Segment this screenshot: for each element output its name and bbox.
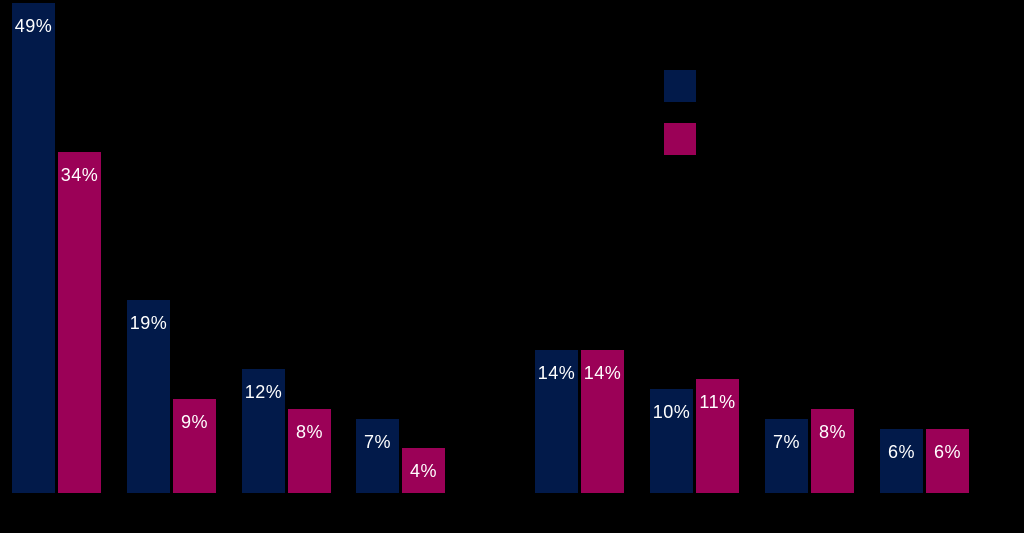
bar-value-label: 8% [818,422,846,442]
bar-series-1-navy-group-6: 10% [650,389,693,493]
bar-value-label: 49% [14,16,53,36]
bar-series-1-navy-group-5: 14% [535,350,578,493]
bar-value-label: 14% [583,363,622,383]
bar-value-label: 11% [699,392,736,412]
legend-swatch-series-1 [664,70,696,102]
bar-series-2-magenta-group-3: 8% [288,409,331,493]
bar-value-label: 6% [887,442,915,462]
bar-series-2-magenta-group-5: 14% [581,350,624,493]
bar-series-1-navy-group-8: 6% [880,429,923,493]
bar-series-2-magenta-group-2: 9% [173,399,216,493]
bar-series-1-navy-group-3: 12% [242,369,285,493]
bar-value-label: 6% [933,442,961,462]
bar-value-label: 4% [409,461,437,481]
bar-value-label: 14% [537,363,576,383]
bar-series-2-magenta-group-8: 6% [926,429,969,493]
bar-series-1-navy-group-1: 49% [12,3,55,493]
bar-series-2-magenta-group-1: 34% [58,152,101,493]
bar-value-label: 7% [363,432,391,452]
bar-value-label: 19% [129,313,168,333]
bar-value-label: 10% [652,402,691,422]
bar-value-label: 7% [772,432,800,452]
bar-series-1-navy-group-2: 19% [127,300,170,493]
bar-value-label: 9% [180,412,208,432]
bar-series-2-magenta-group-7: 8% [811,409,854,493]
bar-series-2-magenta-group-4: 4% [402,448,445,493]
bar-series-2-magenta-group-6: 11% [696,379,739,493]
bar-series-1-navy-group-7: 7% [765,419,808,493]
bar-value-label: 8% [295,422,323,442]
legend [664,70,696,155]
bar-value-label: 34% [60,165,99,185]
bar-value-label: 12% [244,382,283,402]
bar-series-1-navy-group-4: 7% [356,419,399,493]
legend-swatch-series-2 [664,123,696,155]
